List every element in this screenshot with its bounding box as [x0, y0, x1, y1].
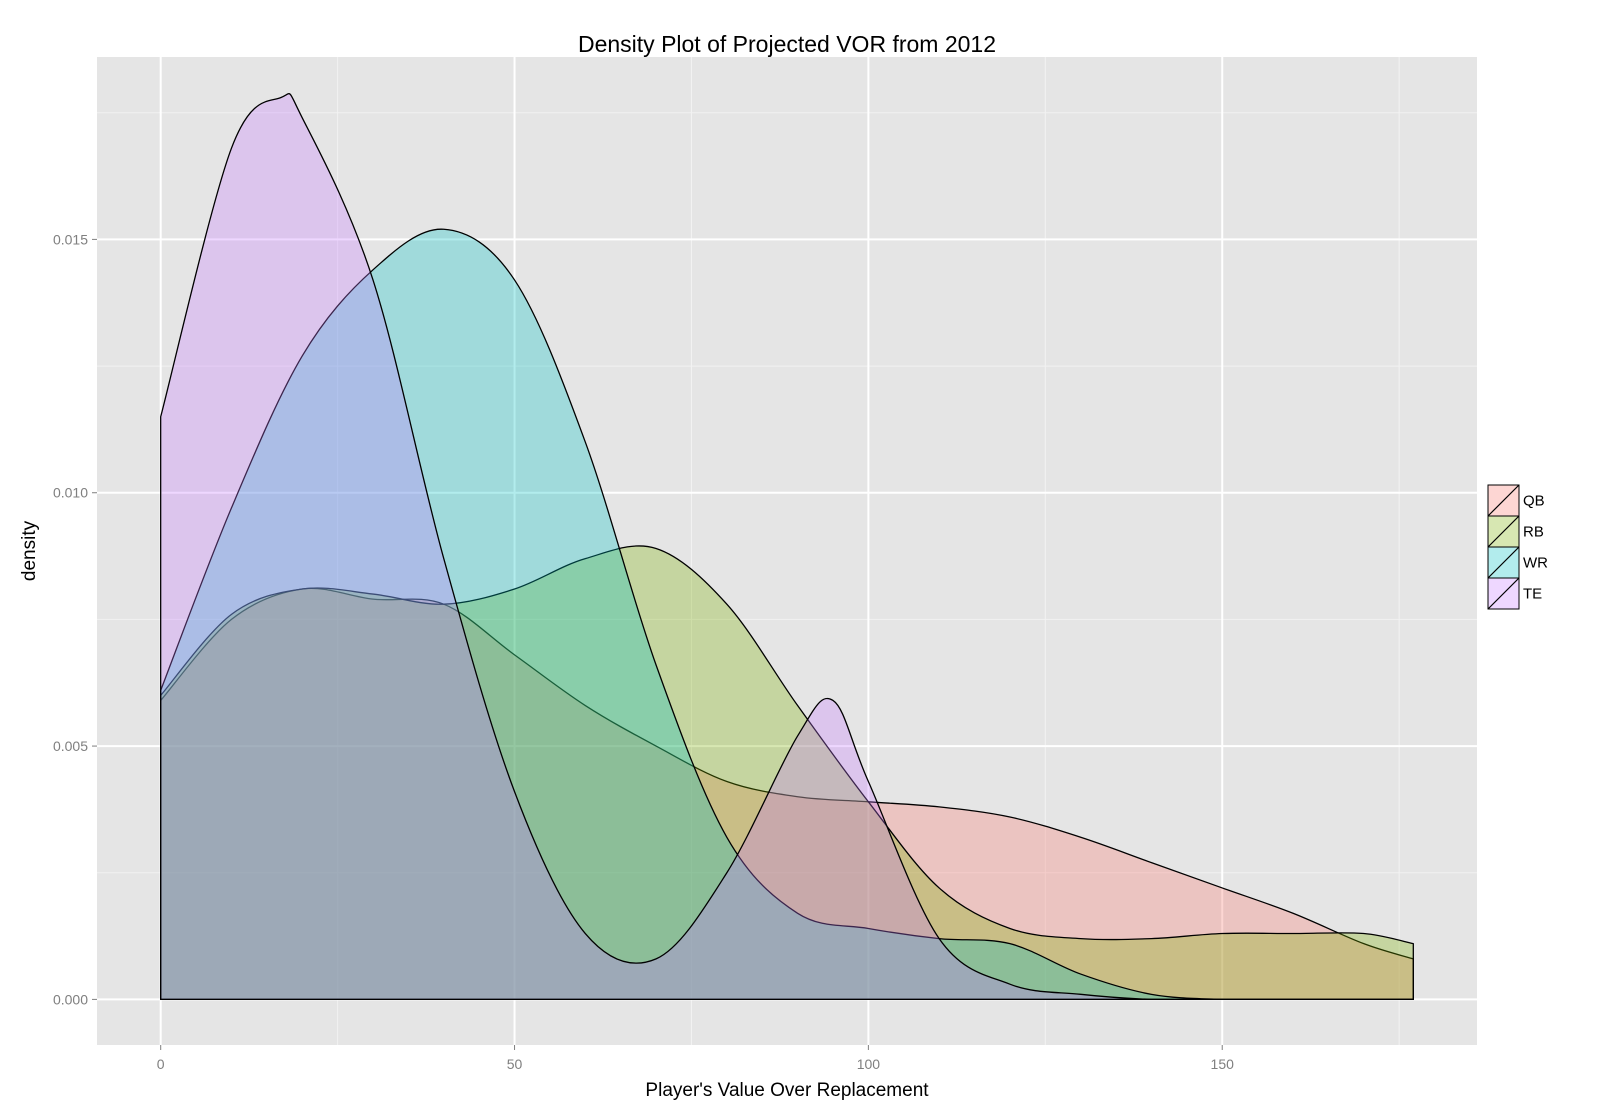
legend-key-slash	[1487, 577, 1520, 610]
x-axis-title: Player's Value Over Replacement	[645, 1080, 929, 1100]
legend-key-slash	[1487, 484, 1520, 517]
x-tick-label: 0	[157, 1056, 165, 1072]
y-tick-label: 0.015	[53, 231, 88, 247]
x-tick-label: 150	[1211, 1056, 1235, 1072]
density-area-te	[160, 93, 1414, 1001]
density-area-wr	[160, 228, 1414, 1001]
grid-lines	[97, 57, 1477, 1045]
x-tick-label: 100	[857, 1056, 881, 1072]
y-tick-label: 0.010	[53, 485, 88, 501]
axes: 0 50 100 150 0.000 0.005 0.010 0.015	[53, 231, 1234, 1072]
legend-label-te: TE	[1523, 586, 1542, 603]
y-axis-title: density	[19, 520, 40, 581]
density-areas	[160, 93, 1414, 1001]
x-tick-label: 50	[507, 1056, 523, 1072]
legend-label-qb: QB	[1523, 493, 1545, 510]
legend-label-rb: RB	[1523, 524, 1544, 541]
legend-key-slash	[1487, 515, 1520, 548]
y-tick-label: 0.005	[53, 738, 88, 754]
y-tick-label: 0.000	[53, 991, 88, 1007]
legend-key-slash	[1487, 546, 1520, 579]
legend: QB RB WR TE	[1487, 484, 1548, 610]
plot-panel	[97, 57, 1477, 1045]
density-area-qb	[160, 587, 1414, 1001]
density-area-rb	[160, 545, 1414, 1001]
chart-title: Density Plot of Projected VOR from 2012	[578, 31, 996, 57]
legend-label-wr: WR	[1523, 555, 1548, 572]
